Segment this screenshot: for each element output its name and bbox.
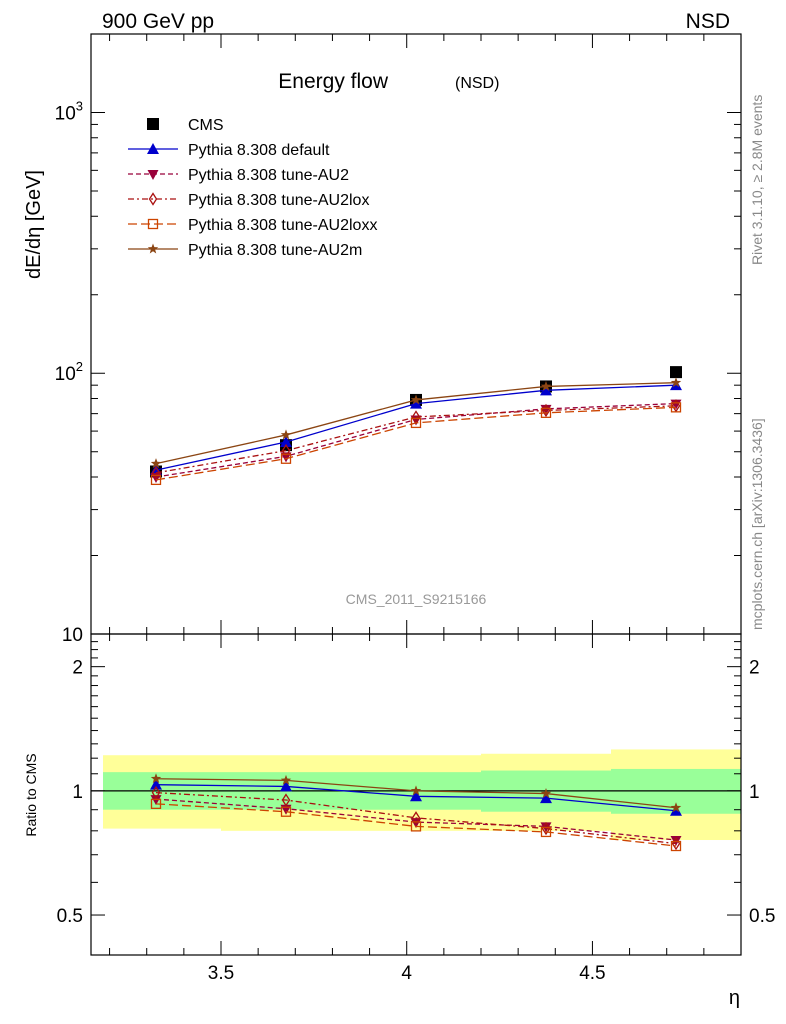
legend-entry-4: Pythia 8.308 tune-AU2loxx (188, 217, 377, 234)
main-series-point-5-0 (150, 458, 162, 469)
legend-marker-5 (147, 243, 159, 254)
x-tick-label: 4.5 (579, 963, 605, 984)
ratio-series-point-0-0 (150, 778, 162, 790)
ratio-series-point-0-2 (410, 790, 422, 802)
ratio-series-point-0-4 (670, 804, 682, 816)
main-series-point-4-2 (410, 417, 422, 429)
legend-entry-2: Pythia 8.308 tune-AU2 (188, 167, 349, 184)
ratio-series-point-1-0 (150, 795, 162, 806)
rivet-side-label: Rivet 3.1.10, ≥ 2.8M events (749, 95, 765, 265)
legend-entry-1: Pythia 8.308 default (188, 142, 330, 159)
chart-subtitle: (NSD) (455, 75, 499, 92)
main-y-tick-label: 10 (62, 625, 83, 646)
legend-marker-0 (147, 118, 159, 130)
legend-marker-2 (147, 170, 159, 180)
main-series-line-4 (155, 406, 677, 481)
axis-labels: 10 102 103 0.5 0.5 1 1 2 2 3.5 4 4.5 (55, 98, 776, 984)
legend-marker-1 (147, 143, 159, 154)
main-series-point-4-1 (280, 453, 292, 464)
legend-marker-3 (148, 192, 158, 206)
main-series-point-4-0 (150, 474, 162, 486)
ratio-series-point-3-0 (150, 798, 162, 809)
ratio-series-point-3-2 (410, 821, 422, 832)
ratio-series-point-2-0 (151, 785, 161, 800)
mcplots-side-label: mcplots.cern.ch [arXiv:1306.3436] (749, 418, 765, 630)
main-series-point-5-4 (670, 377, 682, 388)
ratio-y-axis-label: Ratio to CMS (23, 753, 39, 836)
ratio-y-tick-label-right: 0.5 (749, 906, 775, 927)
main-series-point-2-4 (670, 399, 682, 410)
main-series-point-3-0 (151, 466, 161, 480)
ratio-series-point-4-3 (540, 788, 552, 798)
main-y-tick-label: 102 (55, 359, 83, 385)
header-left-label: 900 GeV pp (102, 10, 214, 33)
main-y-tick-exponent: 3 (76, 98, 83, 113)
panel-frames (90, 33, 742, 956)
main-y-tick-exponent: 2 (76, 359, 83, 374)
x-tick-label: 4 (401, 963, 412, 984)
ratio-series-point-3-4 (670, 840, 682, 852)
main-series-line-2 (155, 402, 677, 478)
ratio-y-tick-label: 1 (72, 782, 83, 803)
ratio-y-tick-label-right: 1 (749, 782, 760, 803)
legend-entry-3: Pythia 8.308 tune-AU2lox (188, 192, 369, 209)
ratio-series-point-4-4 (670, 802, 682, 813)
ratio-series-line-2 (155, 791, 677, 845)
ratio-series-point-4-2 (410, 785, 422, 796)
axis-ticks (91, 33, 742, 956)
main-series-point-1-1 (280, 435, 292, 447)
ratio-series-point-3-1 (280, 806, 292, 817)
main-series-point-3-1 (281, 443, 291, 458)
ratio-series-point-0-1 (280, 780, 292, 792)
ratio-series-point-2-2 (411, 811, 421, 825)
ratio-series-line-3 (155, 803, 677, 847)
main-series-point-1-3 (540, 384, 552, 396)
main-y-axis-label: dE/dη [GeV] (23, 170, 45, 279)
main-series-point-1-2 (410, 397, 422, 409)
main-series-point-5-1 (280, 429, 292, 440)
legend-entry-0: CMS (188, 117, 224, 134)
ratio-y-tick-label-right: 2 (749, 658, 760, 679)
ratio-series-point-2-1 (281, 793, 291, 807)
legend-marker-4 (147, 218, 159, 230)
ratio-y-tick-label: 0.5 (57, 906, 83, 927)
ratio-series-line-1 (155, 798, 677, 841)
data-series (150, 366, 682, 486)
header-right-label: NSD (686, 10, 730, 33)
ratio-series-point-2-3 (541, 821, 551, 836)
x-axis-label: η (729, 987, 740, 1009)
chart-title: Energy flow (278, 70, 389, 93)
watermark-analysis-id: CMS_2011_S9215166 (346, 591, 487, 607)
ratio-series-point-0-3 (540, 792, 552, 804)
x-tick-label: 3.5 (208, 963, 234, 984)
main-y-tick-label: 103 (55, 98, 83, 124)
main-series-point-4-4 (670, 402, 682, 413)
main-series-point-5-2 (410, 394, 422, 405)
ratio-series-point-4-0 (150, 773, 162, 784)
ratio-y-tick-label: 2 (72, 658, 83, 679)
legend-entry-5: Pythia 8.308 tune-AU2m (188, 242, 362, 259)
legend: CMS Pythia 8.308 default Pythia 8.308 tune… (128, 117, 377, 259)
ratio-panel-frame (90, 633, 742, 956)
main-series-point-4-3 (540, 407, 552, 418)
main-series-point-5-3 (540, 380, 552, 391)
ratio-series-point-3-3 (540, 826, 552, 838)
main-series-point-0-4 (670, 366, 682, 379)
ratio-series (150, 773, 682, 852)
main-series-line-3 (155, 405, 677, 474)
ratio-series-point-4-1 (280, 774, 292, 785)
